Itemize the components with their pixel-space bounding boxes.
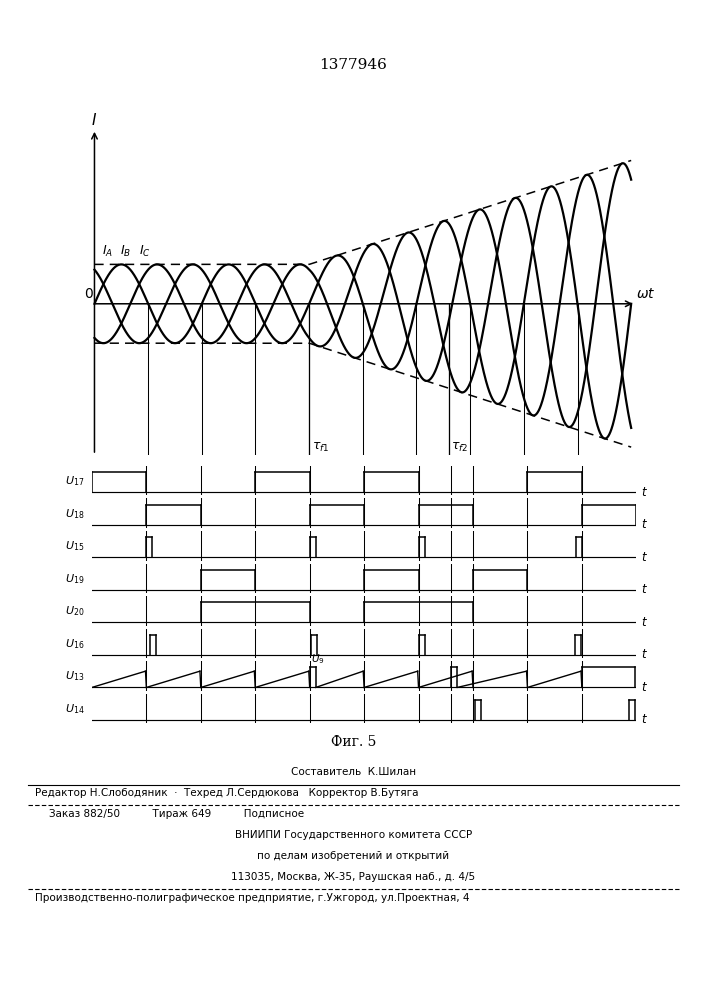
Text: $t$: $t$ [641, 486, 648, 499]
Text: Заказ 882/50          Тираж 649          Подписное: Заказ 882/50 Тираж 649 Подписное [49, 809, 305, 819]
Text: $U_{19}$: $U_{19}$ [65, 572, 85, 586]
Text: $U_{16}$: $U_{16}$ [65, 637, 85, 651]
Text: $t$: $t$ [641, 681, 648, 694]
Text: $t$: $t$ [641, 551, 648, 564]
Text: $I$: $I$ [90, 112, 97, 128]
Text: $U_{15}$: $U_{15}$ [66, 539, 85, 553]
Text: $I_A$: $I_A$ [102, 244, 113, 259]
Text: по делам изобретений и открытий: по делам изобретений и открытий [257, 851, 450, 861]
Text: $U_9$: $U_9$ [310, 652, 325, 666]
Text: $U_{18}$: $U_{18}$ [65, 507, 85, 521]
Text: Производственно-полиграфическое предприятие, г.Ужгород, ул.Проектная, 4: Производственно-полиграфическое предприя… [35, 893, 470, 903]
Text: ВНИИПИ Государственного комитета СССР: ВНИИПИ Государственного комитета СССР [235, 830, 472, 840]
Text: 113035, Москва, Ж-35, Раушская наб., д. 4/5: 113035, Москва, Ж-35, Раушская наб., д. … [231, 872, 476, 882]
Text: 0: 0 [84, 287, 93, 301]
Text: 1377946: 1377946 [320, 58, 387, 72]
Text: $t$: $t$ [641, 616, 648, 629]
Text: $U_{17}$: $U_{17}$ [66, 474, 85, 488]
Text: Редактор Н.Слободяник  ·  Техред Л.Сердюкова   Корректор В.Бутяга: Редактор Н.Слободяник · Техред Л.Сердюко… [35, 788, 419, 798]
Text: Составитель  К.Шилан: Составитель К.Шилан [291, 767, 416, 777]
Text: $I_C$: $I_C$ [139, 244, 151, 259]
Text: $U_{14}$: $U_{14}$ [65, 702, 85, 716]
Text: $U_{13}$: $U_{13}$ [66, 669, 85, 683]
Text: $I_B$: $I_B$ [120, 244, 132, 259]
Text: $t$: $t$ [641, 518, 648, 531]
Text: $t$: $t$ [641, 648, 648, 661]
Text: $\omega t$: $\omega t$ [636, 287, 655, 301]
Text: Фиг. 5: Фиг. 5 [331, 735, 376, 749]
Text: $\tau_{f1}$: $\tau_{f1}$ [312, 441, 329, 454]
Text: $\tau_{f2}$: $\tau_{f2}$ [451, 441, 469, 454]
Text: $t$: $t$ [641, 583, 648, 596]
Text: $t$: $t$ [641, 713, 648, 726]
Text: $U_{20}$: $U_{20}$ [65, 604, 85, 618]
